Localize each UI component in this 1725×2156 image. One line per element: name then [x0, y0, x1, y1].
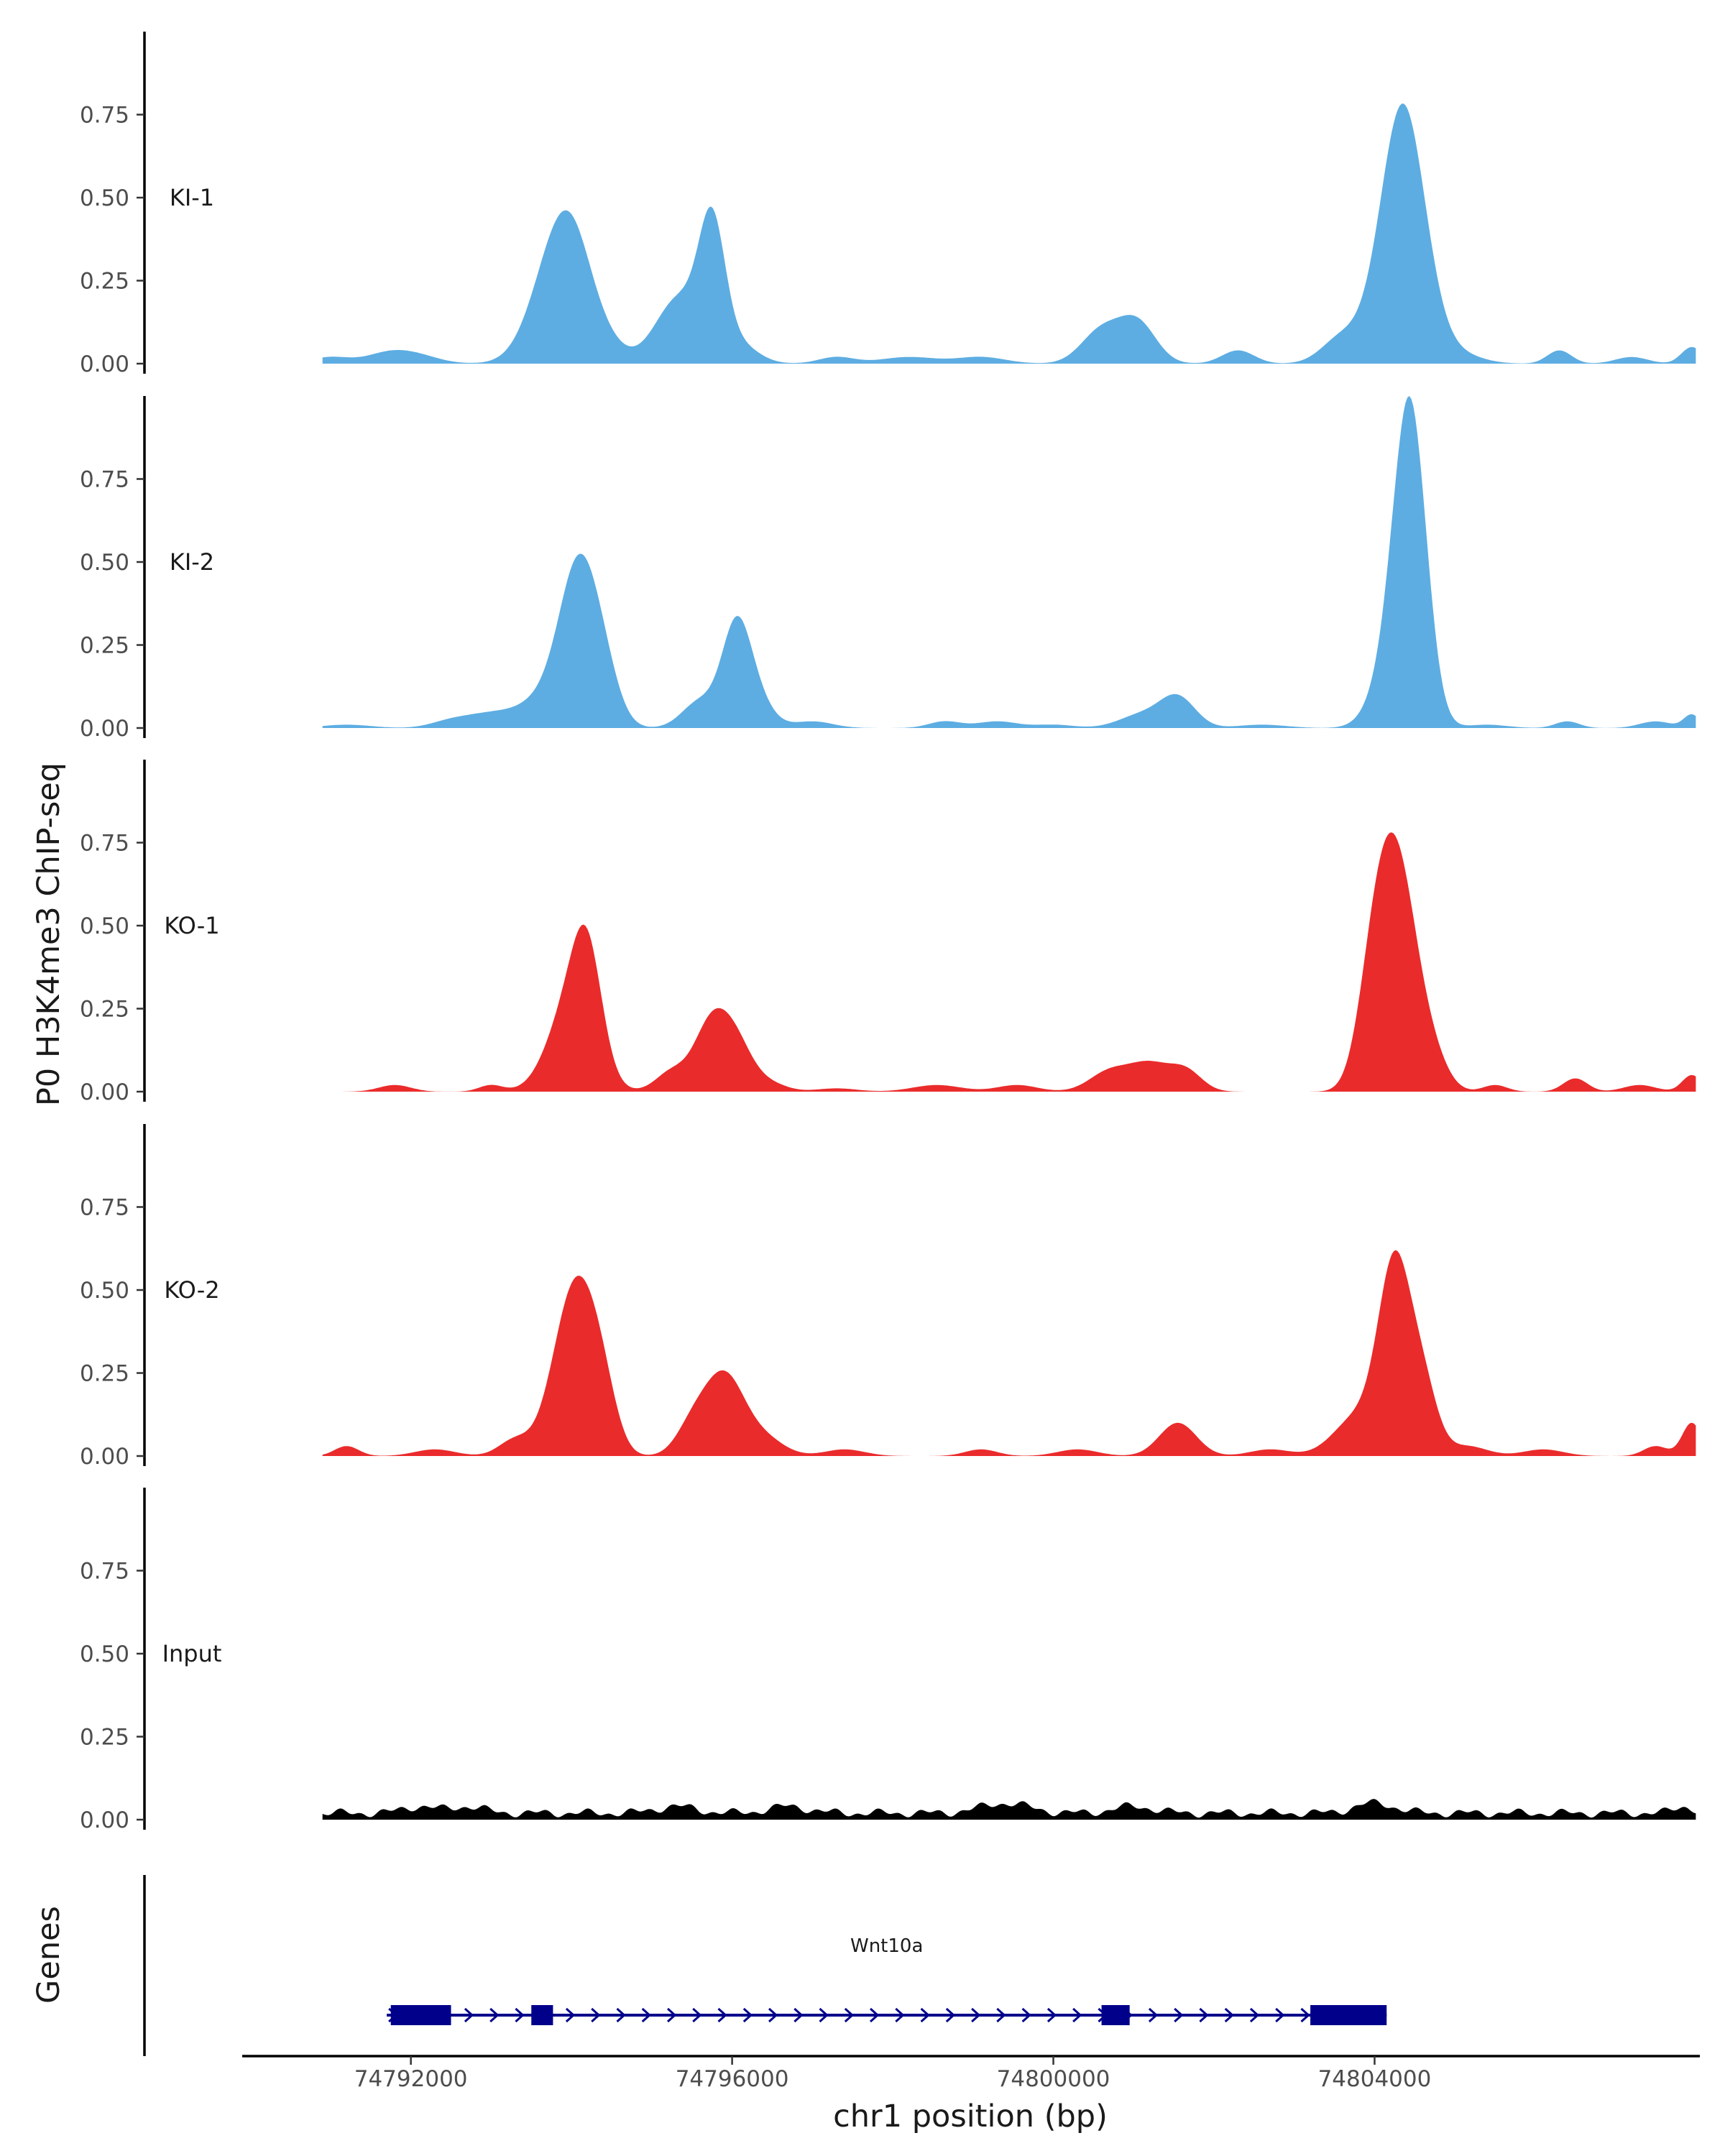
strand-arrow-icon	[1249, 2007, 1260, 2023]
y-tick-label: 0.50	[80, 185, 129, 211]
gene-model	[387, 2005, 1387, 2025]
y-tick-label: 0.25	[80, 1361, 129, 1387]
track-panel-input: 0.00 0.25 0.50 0.75 Input	[80, 1488, 1696, 1833]
strand-arrow-icon	[591, 2007, 601, 2023]
track-label-input: Input	[162, 1640, 222, 1667]
y-tick-label: 0.00	[80, 1444, 129, 1470]
track-panel-ko-2: 0.00 0.25 0.50 0.75 KO-2	[80, 1124, 1696, 1470]
strand-arrow-icon	[565, 2007, 576, 2023]
strand-arrow-icon	[996, 2007, 1006, 2023]
y-tick-label: 0.75	[80, 103, 129, 129]
track-label-ki-1: KI-1	[170, 184, 214, 211]
track-label-ki-2: KI-2	[170, 548, 214, 576]
y-tick-label: 0.50	[80, 913, 129, 939]
strand-arrow-icon	[1148, 2007, 1159, 2023]
strand-arrow-icon	[1224, 2007, 1234, 2023]
strand-arrow-icon	[1072, 2007, 1082, 2023]
strand-arrow-icon	[1046, 2007, 1057, 2023]
y-tick-label: 0.75	[80, 467, 129, 493]
strand-arrow-icon	[768, 2007, 778, 2023]
strand-arrow-icon	[794, 2007, 804, 2023]
strand-arrow-icon	[489, 2007, 500, 2023]
gene-exon	[531, 2005, 553, 2025]
y-tick-label: 0.75	[80, 1559, 129, 1585]
y-tick-label: 0.25	[80, 269, 129, 295]
strand-arrow-icon	[895, 2007, 905, 2023]
strand-arrow-icon	[464, 2007, 474, 2023]
strand-arrow-icon	[1199, 2007, 1209, 2023]
track-panel-ko-1: 0.00 0.25 0.50 0.75 KO-1	[80, 760, 1696, 1105]
y-tick-label: 0.50	[80, 550, 129, 576]
strand-arrow-icon	[692, 2007, 702, 2023]
gene-exon	[1310, 2005, 1387, 2025]
strand-arrow-icon	[742, 2007, 753, 2023]
y-tick-label: 0.50	[80, 1641, 129, 1667]
track-panel-ki-2: 0.00 0.25 0.50 0.75 KI-2	[80, 396, 1696, 742]
y-tick-label: 0.75	[80, 831, 129, 857]
signal-area-ki-1	[322, 103, 1696, 364]
track-label-ko-2: KO-2	[164, 1276, 219, 1304]
x-tick-label: 74800000	[997, 2066, 1110, 2092]
strand-arrow-icon	[844, 2007, 855, 2023]
signal-area-ki-2	[322, 396, 1696, 728]
x-axis: chr1 position (bp) 74792000 74796000 74800…	[242, 2055, 1700, 2134]
signal-area-input	[322, 1799, 1696, 1820]
x-axis-title: chr1 position (bp)	[833, 2099, 1108, 2134]
y-tick-label: 0.25	[80, 997, 129, 1023]
y-tick-label: 0.50	[80, 1278, 129, 1304]
strand-arrow-icon	[1300, 2007, 1310, 2023]
y-tick-label: 0.25	[80, 633, 129, 659]
strand-arrow-icon	[616, 2007, 626, 2023]
strand-arrow-icon	[1275, 2007, 1285, 2023]
strand-arrow-icon	[666, 2007, 677, 2023]
x-tick-label: 74796000	[676, 2066, 789, 2092]
y-tick-label: 0.00	[80, 1807, 129, 1833]
y-tick-label: 0.00	[80, 716, 129, 742]
signal-area-ko-2	[322, 1250, 1696, 1456]
strand-arrow-icon	[641, 2007, 651, 2023]
signal-tracks: 0.00 0.25 0.50 0.75 KI-1 0.00 0.25 0.50 0.75 KI-2…	[80, 32, 1696, 1833]
x-tick-label: 74792000	[354, 2066, 468, 2092]
y-tick-label: 0.00	[80, 351, 129, 377]
gene-name-label: Wnt10a	[850, 1935, 923, 1957]
strand-arrow-icon	[920, 2007, 930, 2023]
y-axis-title: P0 H3K4me3 ChIP-seq	[31, 763, 67, 1106]
track-label-ko-1: KO-1	[164, 912, 219, 939]
x-tick-label: 74804000	[1318, 2066, 1432, 2092]
signal-area-ko-1	[322, 832, 1696, 1092]
strand-arrow-icon	[515, 2007, 525, 2023]
strand-arrow-icon	[1021, 2007, 1031, 2023]
strand-arrow-icon	[869, 2007, 880, 2023]
gene-exon	[1101, 2005, 1130, 2025]
strand-arrow-icon	[1174, 2007, 1184, 2023]
gene-exon	[390, 2005, 451, 2025]
strand-arrow-icon	[971, 2007, 981, 2023]
track-panel-ki-1: 0.00 0.25 0.50 0.75 KI-1	[80, 32, 1696, 377]
y-tick-label: 0.75	[80, 1195, 129, 1221]
gene-track-title: Genes	[31, 1906, 67, 2004]
strand-arrow-icon	[717, 2007, 727, 2023]
strand-arrow-icon	[819, 2007, 829, 2023]
strand-arrow-icon	[945, 2007, 956, 2023]
y-tick-label: 0.00	[80, 1079, 129, 1105]
gene-track: Genes Wnt10a	[31, 1875, 1387, 2056]
y-tick-label: 0.25	[80, 1725, 129, 1751]
